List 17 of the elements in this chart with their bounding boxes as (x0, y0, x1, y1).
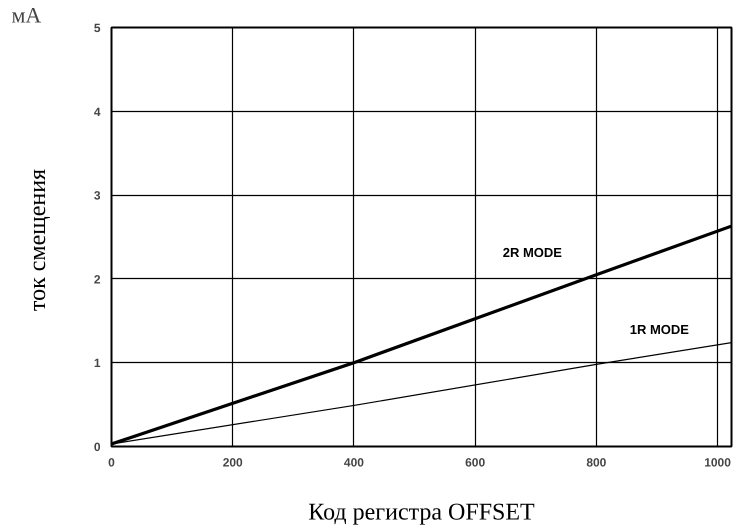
series-label: 1R MODE (630, 322, 690, 337)
series-label: 2R MODE (502, 245, 562, 260)
x-tick-label: 1000 (704, 456, 732, 470)
x-tick-label: 400 (344, 456, 364, 470)
y-axis-title: ток смещения (24, 168, 51, 312)
text: мА (12, 2, 42, 28)
x-axis-title: Код регистра OFFSET (308, 500, 536, 526)
y-tick-label: 3 (94, 188, 101, 203)
x-tick-label: 200 (222, 456, 244, 470)
y-tick-label: 0 (94, 440, 101, 454)
y-tick-label: 1 (94, 356, 101, 370)
x-tick-label: 600 (465, 456, 486, 470)
x-tick-label: 0 (108, 456, 116, 470)
x-tick-label: 800 (586, 456, 607, 470)
y-tick-label: 2 (94, 272, 101, 286)
y-tick-label: 4 (94, 104, 101, 119)
y-tick-label: 5 (94, 21, 101, 35)
